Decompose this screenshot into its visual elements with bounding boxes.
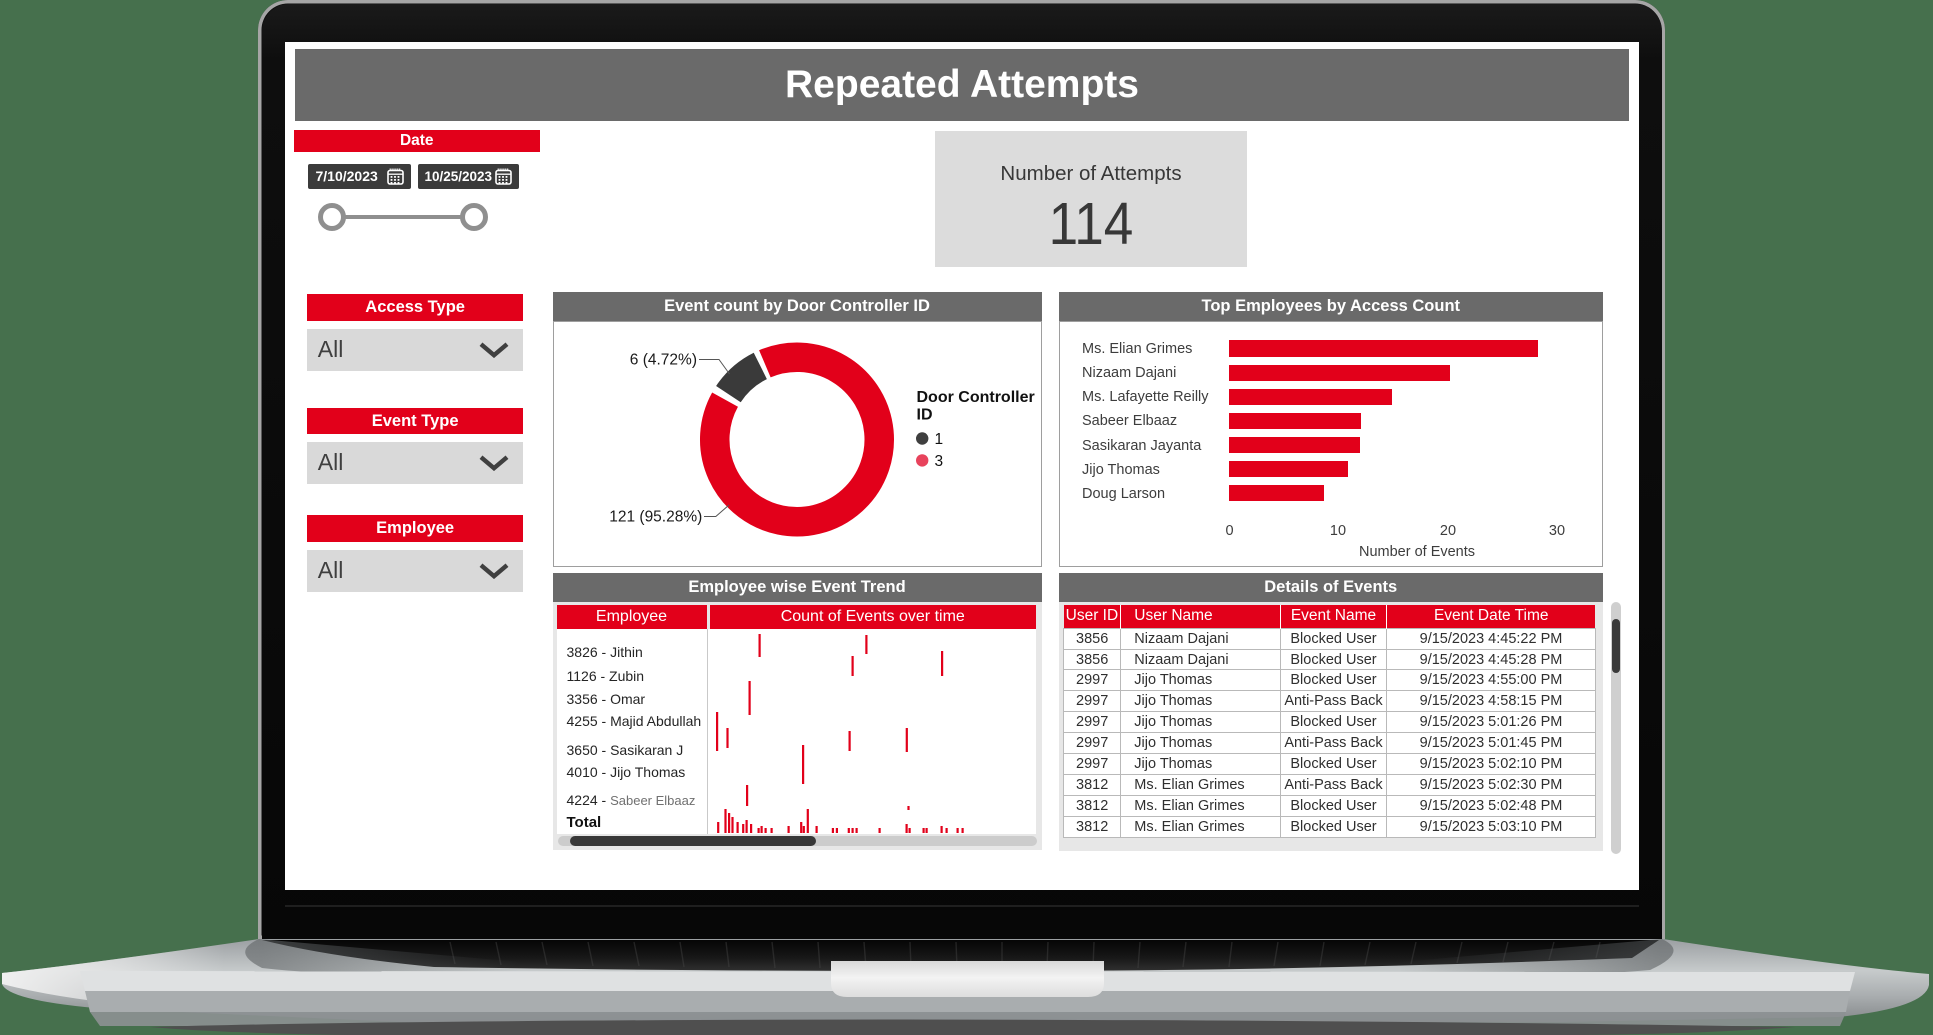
svg-text:ID: ID: [917, 407, 933, 424]
svg-text:121 (95.28%): 121 (95.28%): [609, 509, 702, 526]
svg-text:Door Controller: Door Controller: [917, 389, 1035, 406]
svg-text:1: 1: [935, 431, 944, 448]
svg-text:6 (4.72%): 6 (4.72%): [630, 352, 697, 369]
svg-text:3: 3: [935, 453, 944, 470]
